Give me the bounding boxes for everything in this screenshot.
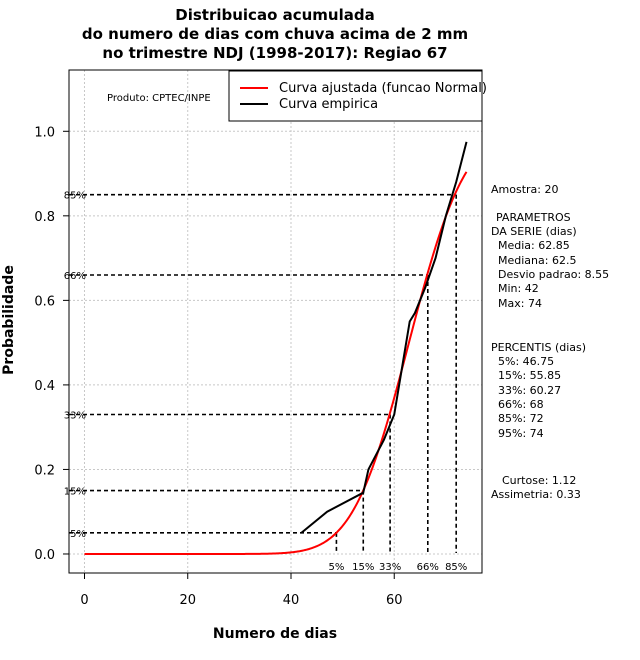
- x-axis-label: Numero de dias: [213, 626, 337, 642]
- x-tick-label-3: 60: [386, 593, 403, 608]
- producer-label: Produto: CPTEC/INPE: [107, 93, 211, 104]
- percentile-y-label-1: 15%: [64, 487, 86, 498]
- plot-frame: [68, 69, 483, 574]
- side-panel: Amostra: 20 PARAMETROS DA SERIE (dias) M…: [491, 183, 609, 501]
- empirical-curve: [300, 141, 468, 534]
- legend-label-fitted: Curva ajustada (funcao Normal): [279, 81, 487, 96]
- percentil-95: 95%: 74: [498, 427, 544, 440]
- y-tick-label-1: 0.2: [34, 463, 55, 478]
- legend: Curva ajustada (funcao Normal) Curva emp…: [228, 70, 487, 122]
- param-desvio: Desvio padrao: 8.55: [498, 268, 609, 281]
- y-tick-label-2: 0.4: [34, 379, 55, 394]
- percentile-x-label-2: 33%: [379, 562, 401, 573]
- param-min: Min: 42: [498, 282, 539, 295]
- percentil-85: 85%: 72: [498, 412, 544, 425]
- percentile-x-label-1: 15%: [352, 562, 374, 573]
- legend-box: [228, 70, 483, 122]
- series-layer: [84, 141, 468, 555]
- percentile-y-label-3: 66%: [64, 271, 86, 282]
- assimetria: Assimetria: 0.33: [491, 488, 581, 501]
- y-tick-label-3: 0.6: [34, 294, 55, 309]
- percentile-y-label-4: 85%: [64, 191, 86, 202]
- params-title-1: PARAMETROS: [496, 211, 571, 224]
- percentil-66: 66%: 68: [498, 398, 544, 411]
- grid-layer: [69, 70, 482, 573]
- fitted-normal-curve: [84, 171, 468, 555]
- x-tick-label-1: 20: [179, 593, 196, 608]
- y-tick-label-4: 0.8: [34, 210, 55, 225]
- y-tick-label-5: 1.0: [34, 125, 55, 140]
- percentil-5: 5%: 46.75: [498, 355, 554, 368]
- percentil-33: 33%: 60.27: [498, 384, 561, 397]
- param-media: Media: 62.85: [498, 239, 570, 252]
- percentile-reference-lines: 5% 5% 15% 15% 33% 33% 66% 66% 85% 85%: [64, 191, 468, 573]
- sample-size: Amostra: 20: [491, 183, 558, 196]
- chart-title-line-1: Distribuicao acumulada: [175, 6, 374, 24]
- chart-title-line-3: no trimestre NDJ (1998-2017): Regiao 67: [102, 44, 447, 62]
- params-title-2: DA SERIE (dias): [491, 225, 577, 238]
- y-tick-label-0: 0.0: [34, 548, 55, 563]
- chart-title-line-2: do numero de dias com chuva acima de 2 m…: [82, 25, 468, 43]
- percentile-y-label-2: 33%: [64, 410, 86, 421]
- legend-label-empirical: Curva empirica: [279, 97, 378, 112]
- percentile-y-label-0: 5%: [70, 529, 86, 540]
- percentile-x-label-4: 85%: [445, 562, 467, 573]
- curtose: Curtose: 1.12: [502, 474, 576, 487]
- percentile-x-label-0: 5%: [328, 562, 344, 573]
- x-tick-label-0: 0: [80, 593, 88, 608]
- percentis-title: PERCENTIS (dias): [491, 341, 586, 354]
- percentil-15: 15%: 55.85: [498, 369, 561, 382]
- param-max: Max: 74: [498, 297, 542, 310]
- percentile-x-label-3: 66%: [417, 562, 439, 573]
- tick-layer: 0 20 40 60 0.0 0.2 0.4 0.6 0.8 1.0: [34, 125, 402, 608]
- y-axis-label: Probabilidade: [1, 265, 17, 375]
- param-mediana: Mediana: 62.5: [498, 254, 576, 267]
- x-tick-label-2: 40: [283, 593, 300, 608]
